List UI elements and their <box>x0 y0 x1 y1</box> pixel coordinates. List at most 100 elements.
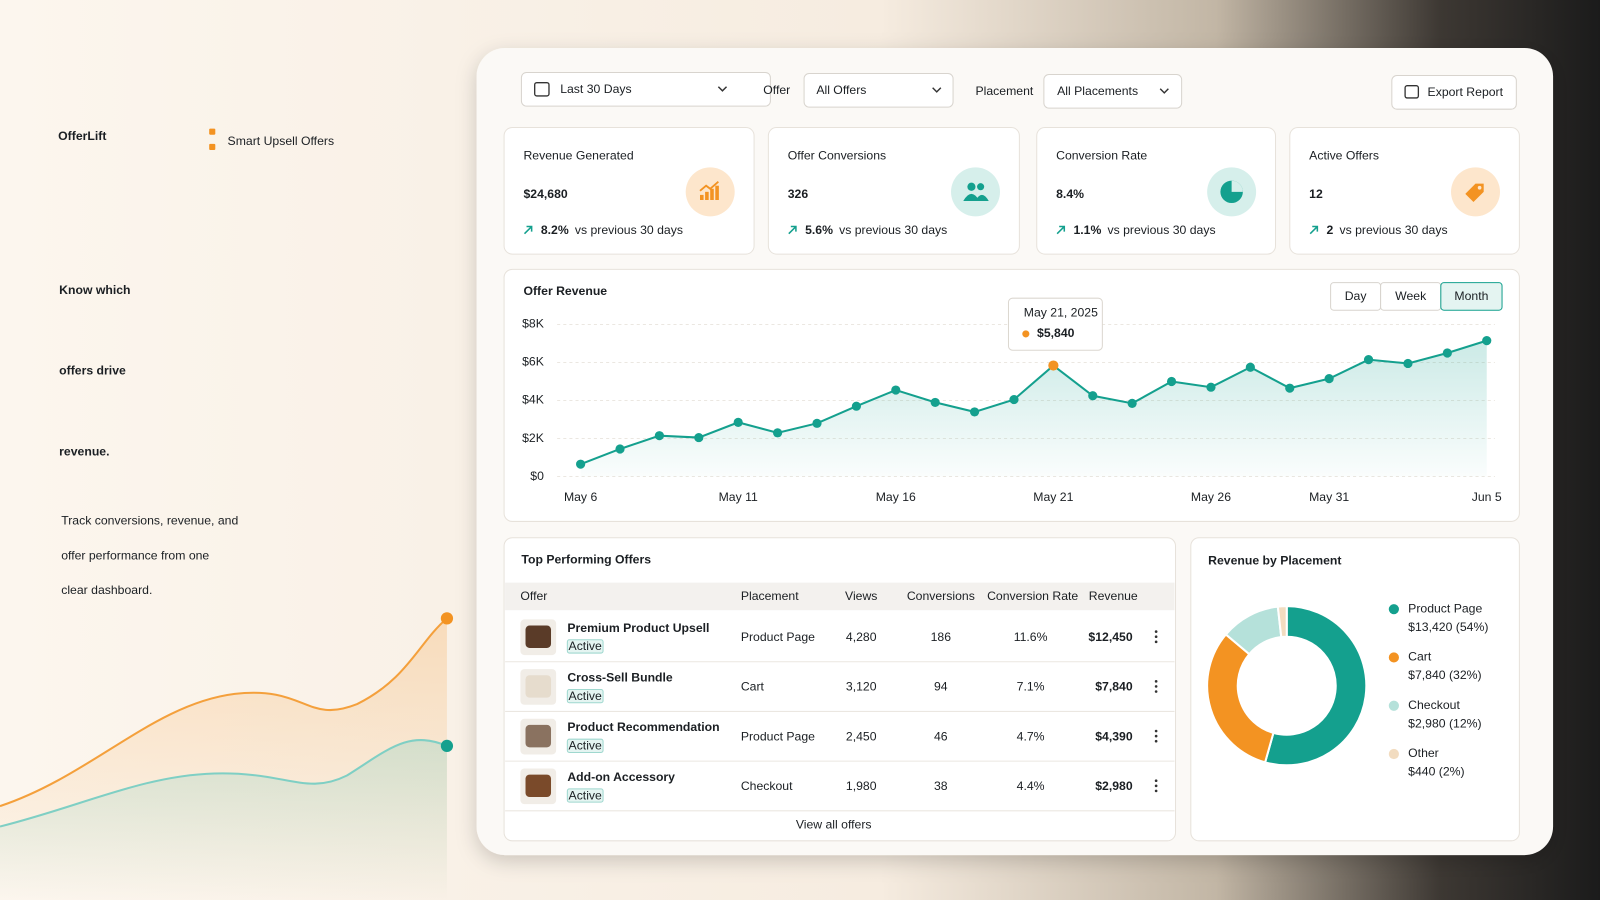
placement-dropdown[interactable]: All Placements <box>1043 73 1183 109</box>
column-header: Conversions <box>907 589 975 603</box>
trend-arrow <box>788 225 797 235</box>
y-tick-label: $8K <box>522 317 545 331</box>
date-dropdown[interactable]: Last 30 Days <box>520 71 771 107</box>
range-toggle[interactable]: Month <box>1440 282 1503 311</box>
thumbnail <box>525 625 552 648</box>
conversions: 186 <box>931 630 952 644</box>
placement: Cart <box>741 680 765 694</box>
row-menu[interactable] <box>1154 729 1158 743</box>
export-button[interactable]: Export Report <box>1391 75 1517 110</box>
decor-dot <box>440 739 454 753</box>
row-menu[interactable] <box>1154 630 1158 644</box>
range-toggle[interactable]: Week <box>1380 282 1442 311</box>
kpi-label: Conversion Rate <box>1056 148 1147 162</box>
donut-slice <box>1276 605 1288 639</box>
x-tick-label: May 16 <box>876 490 916 504</box>
decor-dot <box>440 612 454 625</box>
conversion-rate: 4.4% <box>1017 779 1045 793</box>
line-point <box>654 431 664 441</box>
column-header: Conversion Rate <box>987 589 1078 603</box>
brand-colon <box>209 128 216 135</box>
kpi-value: 12 <box>1309 187 1323 201</box>
menu-dot <box>1154 784 1158 788</box>
brand-colon <box>209 143 216 150</box>
chevron <box>932 87 942 93</box>
kpi-card <box>1289 127 1520 255</box>
row-menu[interactable] <box>1154 779 1158 793</box>
line-point <box>615 444 625 454</box>
decor-wave <box>0 740 447 900</box>
menu-dot <box>1154 640 1158 644</box>
legend-value: $13,420 (54%) <box>1408 620 1488 634</box>
kpi-value: $24,680 <box>523 187 567 201</box>
revenue: $12,450 <box>1088 630 1132 644</box>
chevron <box>717 86 728 92</box>
toggle-label: Week <box>1395 289 1427 303</box>
thumbnail <box>525 675 552 698</box>
kpi-value: 8.4% <box>1056 187 1084 201</box>
line-point <box>576 459 586 469</box>
dropdown-box <box>520 71 771 107</box>
kpi-icon <box>963 193 989 202</box>
calendar-icon <box>1404 85 1420 99</box>
chart-title: Offer Revenue <box>523 284 607 298</box>
x-tick-label: Jun 5 <box>1472 490 1502 504</box>
kpi-label: Active Offers <box>1309 148 1379 162</box>
conversion-rate: 7.1% <box>1017 680 1045 694</box>
kpi-label: Offer Conversions <box>788 148 886 162</box>
donut-slice <box>1206 632 1275 764</box>
offer-dropdown[interactable]: All Offers <box>803 72 954 108</box>
legend-value: $440 (2%) <box>1408 765 1464 779</box>
table-row: Cross-Sell Bundle Active Cart 3,120 94 7.1% $7… <box>505 669 1175 712</box>
conversions: 94 <box>934 680 948 694</box>
legend-value: $7,840 (32%) <box>1408 668 1481 682</box>
filter-label: Placement <box>976 84 1034 98</box>
tooltip-date: May 21, 2025 <box>1024 306 1098 320</box>
dropdown-value: All Offers <box>816 83 866 97</box>
y-tick-label: $6K <box>522 355 545 369</box>
brand-tagline: Smart Upsell Offers <box>228 134 335 148</box>
column-header: Views <box>845 589 877 603</box>
headline-accent: revenue. <box>59 444 109 458</box>
line-point <box>1442 348 1452 358</box>
legend-swatch <box>1388 652 1399 663</box>
headline: offers drive <box>59 364 126 378</box>
line <box>580 339 1488 466</box>
table-title: Top Performing Offers <box>521 552 651 566</box>
line-point <box>773 428 783 438</box>
line-point <box>891 385 901 395</box>
line-point <box>1048 360 1059 371</box>
kpi-note: vs previous 30 days <box>575 223 683 237</box>
range-toggle[interactable]: Day <box>1330 282 1382 311</box>
menu-dot <box>1154 789 1158 793</box>
line-point <box>851 401 861 411</box>
menu-dot <box>1154 734 1158 738</box>
kpi-change: 2 <box>1327 223 1334 237</box>
line-point <box>812 418 822 428</box>
view-all-link[interactable]: View all offers <box>796 818 872 832</box>
line-area <box>580 340 1487 477</box>
line-point <box>969 407 980 417</box>
hero-body: Track conversions, revenue, and <box>61 514 238 528</box>
table-card <box>503 537 1177 842</box>
revenue: $2,980 <box>1095 779 1133 793</box>
kpi-card <box>503 127 755 255</box>
decor-line <box>0 739 448 828</box>
headline: Know which <box>59 283 130 297</box>
trend-arrow <box>1056 225 1066 235</box>
conversion-rate: 11.6% <box>1014 630 1048 644</box>
tooltip-value: $5,840 <box>1037 326 1075 340</box>
dropdown-box <box>803 72 954 108</box>
column-header: Revenue <box>1089 589 1138 603</box>
revenue: $4,390 <box>1095 729 1133 743</box>
line-point <box>1324 374 1334 384</box>
line-point <box>694 432 704 443</box>
offer-name: Product Recommendation <box>567 720 719 734</box>
trend-arrow <box>1309 225 1319 235</box>
row-menu[interactable] <box>1154 680 1158 693</box>
kpi-icon <box>710 188 714 200</box>
menu-dot <box>1154 635 1158 639</box>
table-header <box>505 582 1175 611</box>
status-badge <box>566 688 604 704</box>
